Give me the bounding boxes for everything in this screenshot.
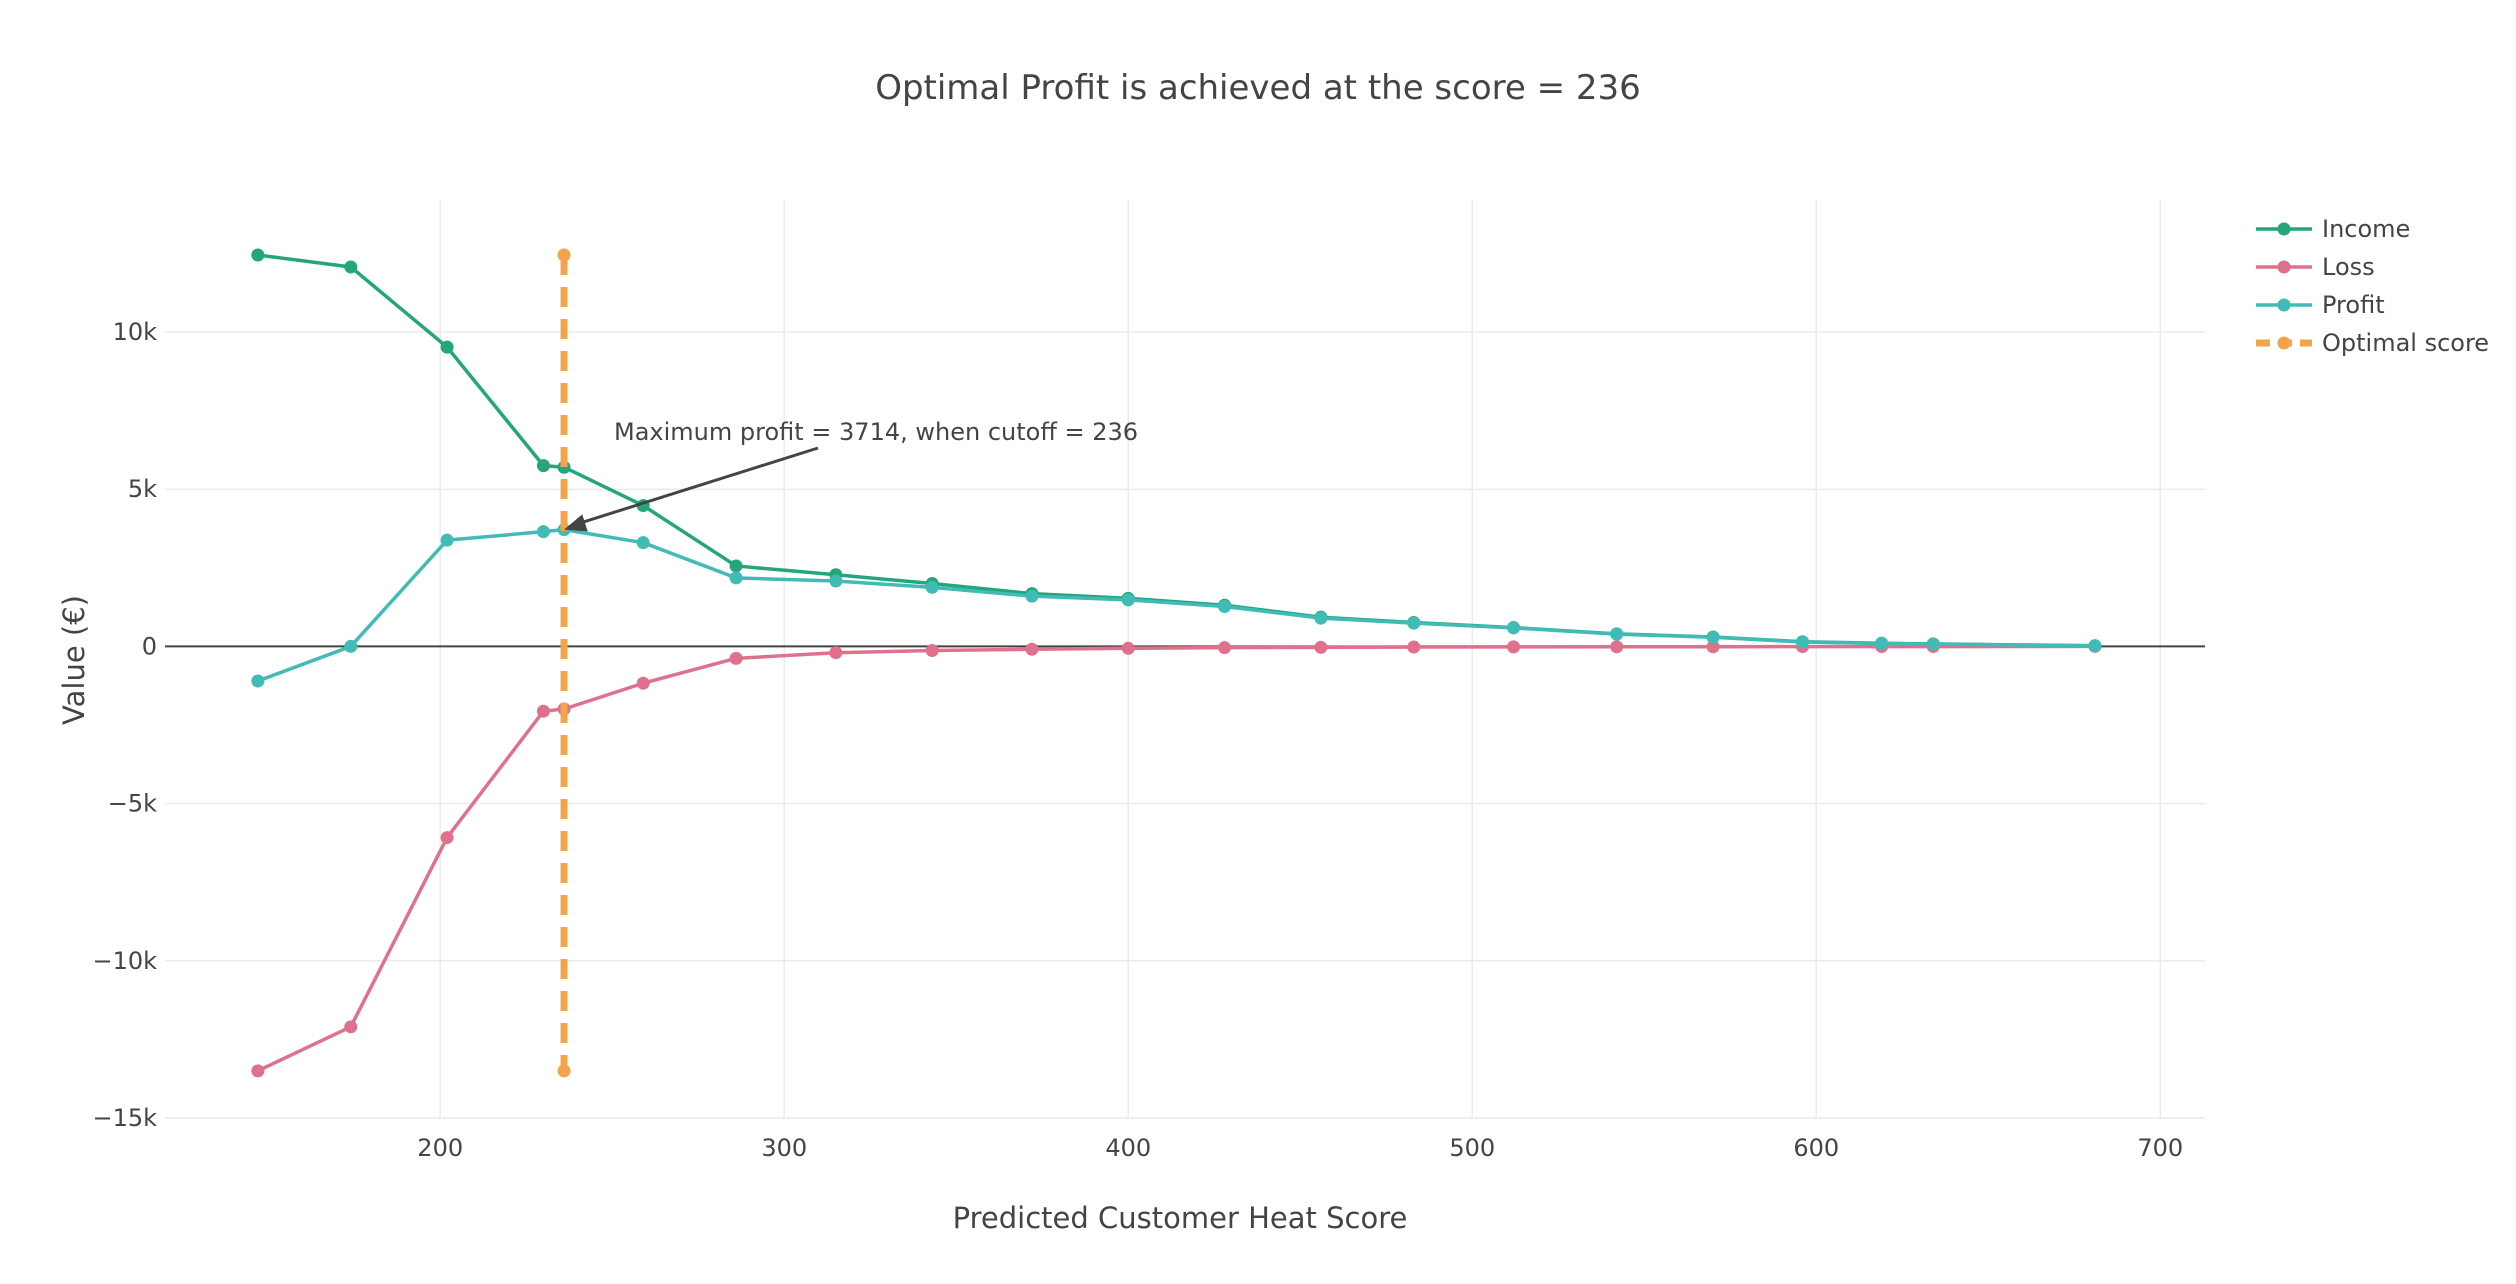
data-point-profit — [1926, 637, 1940, 651]
data-point-profit — [251, 674, 265, 688]
y-tick-label: 0 — [142, 632, 157, 660]
x-tick-label: 500 — [1449, 1134, 1495, 1162]
legend[interactable]: Income Loss Profit Optimal score — [2256, 215, 2489, 357]
annotation-text: Maximum profit = 3714, when cutoff = 236 — [614, 418, 1138, 446]
data-point-loss — [1025, 642, 1039, 656]
chart-title: Optimal Profit is achieved at the score … — [875, 68, 1641, 108]
axis-layer: 200 300 400 500 600 700 −15k −10k −5k 0 5k 10k — [92, 318, 2183, 1162]
data-point-loss — [925, 644, 939, 658]
data-point-profit — [1218, 599, 1232, 613]
y-tick-label: −5k — [108, 790, 157, 818]
x-axis-title: Predicted Customer Heat Score — [953, 1201, 1408, 1235]
legend-swatch-marker — [2277, 260, 2291, 274]
data-point-income — [344, 260, 358, 274]
data-point-loss — [636, 676, 650, 690]
data-point-profit — [1610, 627, 1624, 641]
data-point-profit — [636, 536, 650, 550]
legend-label: Loss — [2322, 253, 2375, 281]
legend-label: Profit — [2322, 291, 2385, 319]
data-point-loss — [1706, 640, 1720, 654]
data-point-loss — [1610, 640, 1624, 654]
annotation-layer: Maximum profit = 3714, when cutoff = 236 — [564, 418, 1138, 532]
data-point-loss — [251, 1064, 265, 1078]
legend-item-optimal-score[interactable]: Optimal score — [2256, 329, 2489, 357]
legend-label: Income — [2322, 215, 2410, 243]
annotation-arrow — [577, 446, 819, 526]
legend-label: Optimal score — [2322, 329, 2489, 357]
data-point-profit — [1121, 593, 1135, 607]
data-point-loss — [829, 646, 843, 660]
data-point-income — [729, 559, 743, 573]
data-point-loss — [1407, 640, 1421, 654]
x-tick-label: 400 — [1105, 1134, 1151, 1162]
data-point-income — [536, 459, 550, 473]
data-point-loss — [1218, 641, 1232, 655]
data-point-profit — [1875, 636, 1889, 650]
data-point-profit — [829, 574, 843, 588]
data-point-profit — [1507, 621, 1521, 635]
data-point-optimal-score — [557, 248, 571, 262]
data-point-profit — [1025, 589, 1039, 603]
legend-item-profit[interactable]: Profit — [2256, 291, 2385, 319]
y-tick-label: 10k — [113, 318, 158, 346]
legend-swatch-marker — [2277, 222, 2291, 236]
data-point-loss — [729, 651, 743, 665]
data-point-loss — [536, 704, 550, 718]
data-point-loss — [344, 1020, 358, 1034]
data-point-income — [251, 248, 265, 262]
legend-swatch-marker — [2277, 336, 2291, 350]
data-point-profit — [925, 580, 939, 594]
annotation-arrowhead — [564, 514, 588, 532]
y-axis-title: Value (€) — [57, 595, 91, 725]
x-tick-label: 700 — [2137, 1134, 2183, 1162]
data-point-loss — [440, 831, 454, 845]
y-tick-label: 5k — [128, 475, 157, 503]
data-point-profit — [1796, 635, 1810, 649]
legend-swatch-marker — [2277, 298, 2291, 312]
data-point-loss — [1507, 640, 1521, 654]
data-point-profit — [536, 525, 550, 539]
series-profit — [251, 523, 2102, 688]
x-tick-label: 600 — [1793, 1134, 1839, 1162]
data-point-profit — [1314, 611, 1328, 625]
data-point-loss — [1121, 641, 1135, 655]
x-tick-label: 300 — [761, 1134, 807, 1162]
y-tick-label: −10k — [92, 947, 157, 975]
data-point-profit — [344, 639, 358, 653]
data-point-income — [440, 340, 454, 354]
series-optimal-score — [557, 248, 571, 1078]
y-tick-label: −15k — [92, 1104, 157, 1132]
data-point-profit — [729, 571, 743, 585]
data-point-profit — [440, 533, 454, 547]
legend-item-income[interactable]: Income — [2256, 215, 2410, 243]
data-point-profit — [1706, 630, 1720, 644]
data-point-optimal-score — [557, 1064, 571, 1078]
legend-item-loss[interactable]: Loss — [2256, 253, 2375, 281]
data-point-profit — [1407, 616, 1421, 630]
x-tick-label: 200 — [417, 1134, 463, 1162]
series-layer — [251, 248, 2102, 1078]
data-point-loss — [1314, 640, 1328, 654]
data-point-profit — [2088, 639, 2102, 653]
